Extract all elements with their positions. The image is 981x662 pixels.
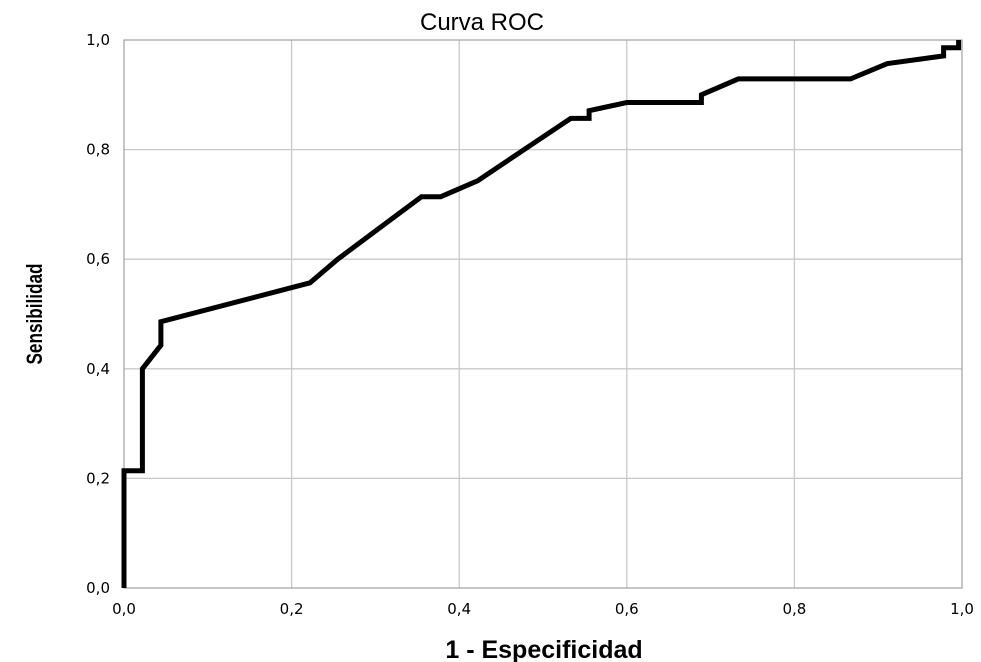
y-tick-label: 1,0 [86,31,110,49]
roc-curve-line [121,40,962,588]
x-tick-label: 0,2 [280,600,304,618]
x-tick-label: 0,6 [615,600,639,618]
chart-title: Curva ROC [420,9,544,36]
x-tick-label: 0,8 [782,600,806,618]
y-axis-ticks: 0,0 0,2 0,4 0,6 0,8 1,0 [86,31,110,597]
x-tick-label: 0,4 [447,600,471,618]
x-tick-label: 0,0 [112,600,136,618]
x-axis-ticks: 0,0 0,2 0,4 0,6 0,8 1,0 [112,600,974,618]
gridlines [124,40,962,588]
y-tick-label: 0,0 [86,579,110,597]
x-tick-label: 1,0 [950,600,974,618]
y-tick-label: 0,8 [86,141,110,159]
y-tick-label: 0,4 [86,360,110,378]
y-tick-label: 0,2 [86,469,110,487]
y-axis-label: Sensibilidad [23,263,48,364]
x-axis-label: 1 - Especificidad [445,636,642,662]
y-tick-label: 0,6 [86,250,110,268]
plot-frame [123,39,963,589]
